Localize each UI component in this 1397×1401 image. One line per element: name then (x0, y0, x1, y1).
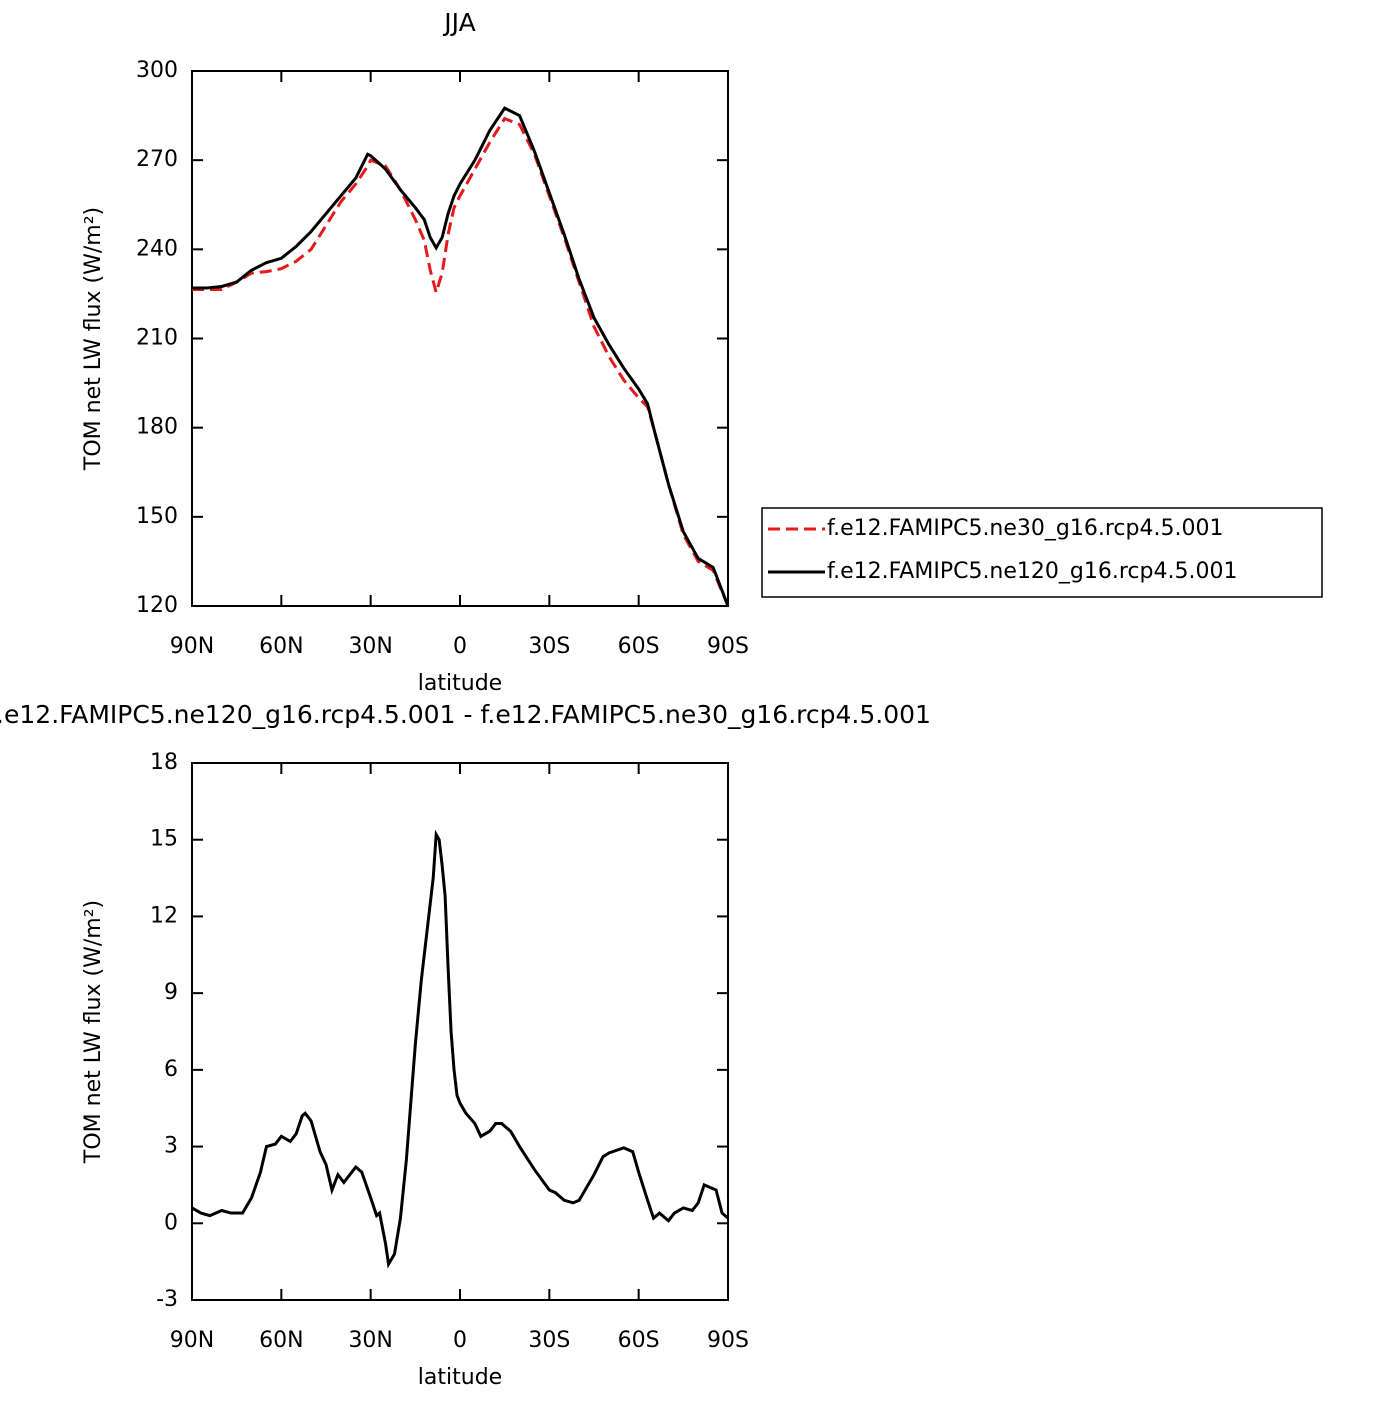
y-tick-label: 3 (164, 1134, 178, 1159)
y-tick-label: 300 (136, 58, 178, 83)
legend-label: f.e12.FAMIPC5.ne30_g16.rcp4.5.001 (827, 516, 1223, 541)
y-tick-label: 210 (136, 326, 178, 351)
y-tick-label: 6 (164, 1057, 178, 1082)
x-tick-label: 60N (259, 634, 303, 659)
x-tick-label: 30N (348, 634, 392, 659)
chart-title: f.e12.FAMIPC5.ne120_g16.rcp4.5.001 - f.e… (0, 700, 931, 729)
x-tick-label: 0 (453, 1328, 467, 1353)
y-tick-label: 12 (150, 903, 178, 928)
x-axis-label: latitude (418, 1365, 502, 1390)
x-tick-label: 30N (348, 1328, 392, 1353)
x-tick-label: 30S (528, 1328, 570, 1353)
x-tick-label: 90S (707, 1328, 749, 1353)
plot-frame (191, 70, 729, 607)
y-tick-label: 150 (136, 504, 178, 529)
y-axis-label: TOM net LW flux (W/m²) (81, 207, 106, 471)
y-tick-label: 270 (136, 147, 178, 172)
legend-label: f.e12.FAMIPC5.ne120_g16.rcp4.5.001 (827, 559, 1237, 584)
y-tick-label: 240 (136, 236, 178, 261)
y-tick-label: 120 (136, 593, 178, 618)
x-tick-label: 60S (618, 634, 660, 659)
x-tick-label: 90S (707, 634, 749, 659)
y-tick-label: 18 (150, 750, 178, 775)
chart-title: JJA (442, 8, 475, 37)
x-tick-label: 60N (259, 1328, 303, 1353)
legend-box (761, 507, 1323, 598)
x-tick-label: 30S (528, 634, 570, 659)
x-tick-label: 90N (170, 1328, 214, 1353)
y-axis-label: TOM net LW flux (W/m²) (81, 900, 106, 1164)
y-tick-label: 180 (136, 415, 178, 440)
y-tick-label: -3 (156, 1287, 178, 1312)
data-line (192, 116, 730, 607)
x-tick-label: 60S (618, 1328, 660, 1353)
x-tick-label: 0 (453, 634, 467, 659)
x-axis-label: latitude (418, 671, 502, 696)
y-tick-label: 15 (150, 827, 178, 852)
y-tick-label: 0 (164, 1210, 178, 1235)
x-tick-label: 90N (170, 634, 214, 659)
y-tick-label: 9 (164, 980, 178, 1005)
plot-frame (191, 762, 729, 1301)
data-line (192, 106, 730, 607)
data-line (191, 829, 729, 1269)
